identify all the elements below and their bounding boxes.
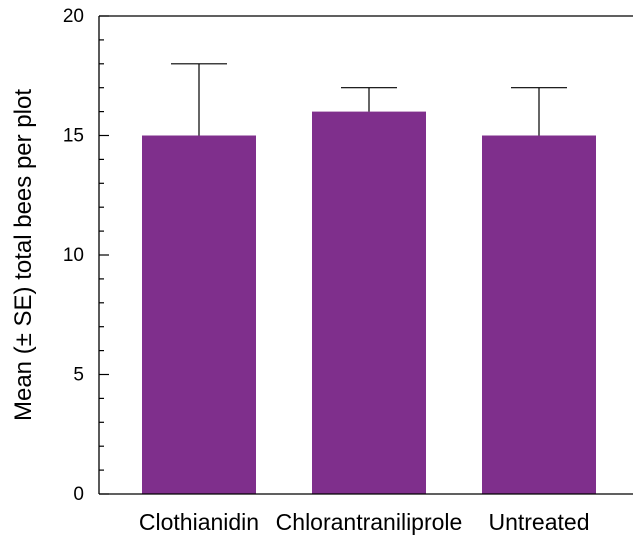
y-ticks-layer: 0 5 10 15 20 <box>63 6 109 505</box>
x-category-label: Clothianidin <box>139 509 259 535</box>
x-category-label: Chlorantraniliprole <box>276 509 463 535</box>
bar-clothianidin <box>142 135 256 494</box>
bars-layer <box>142 111 596 494</box>
x-category-label: Untreated <box>488 509 589 535</box>
y-tick-label: 0 <box>73 484 84 505</box>
y-tick-label: 20 <box>63 6 84 27</box>
x-category-labels: Clothianidin Chlorantraniliprole Untreated <box>139 509 590 535</box>
y-tick-label: 5 <box>73 365 84 386</box>
y-axis-title: Mean (± SE) total bees per plot <box>10 89 37 421</box>
y-tick-label: 15 <box>63 126 84 147</box>
y-tick-label: 10 <box>63 245 84 266</box>
error-bars-layer <box>171 63 567 136</box>
bar-untreated <box>482 135 596 494</box>
bar-chlorantraniliprole <box>312 111 426 494</box>
